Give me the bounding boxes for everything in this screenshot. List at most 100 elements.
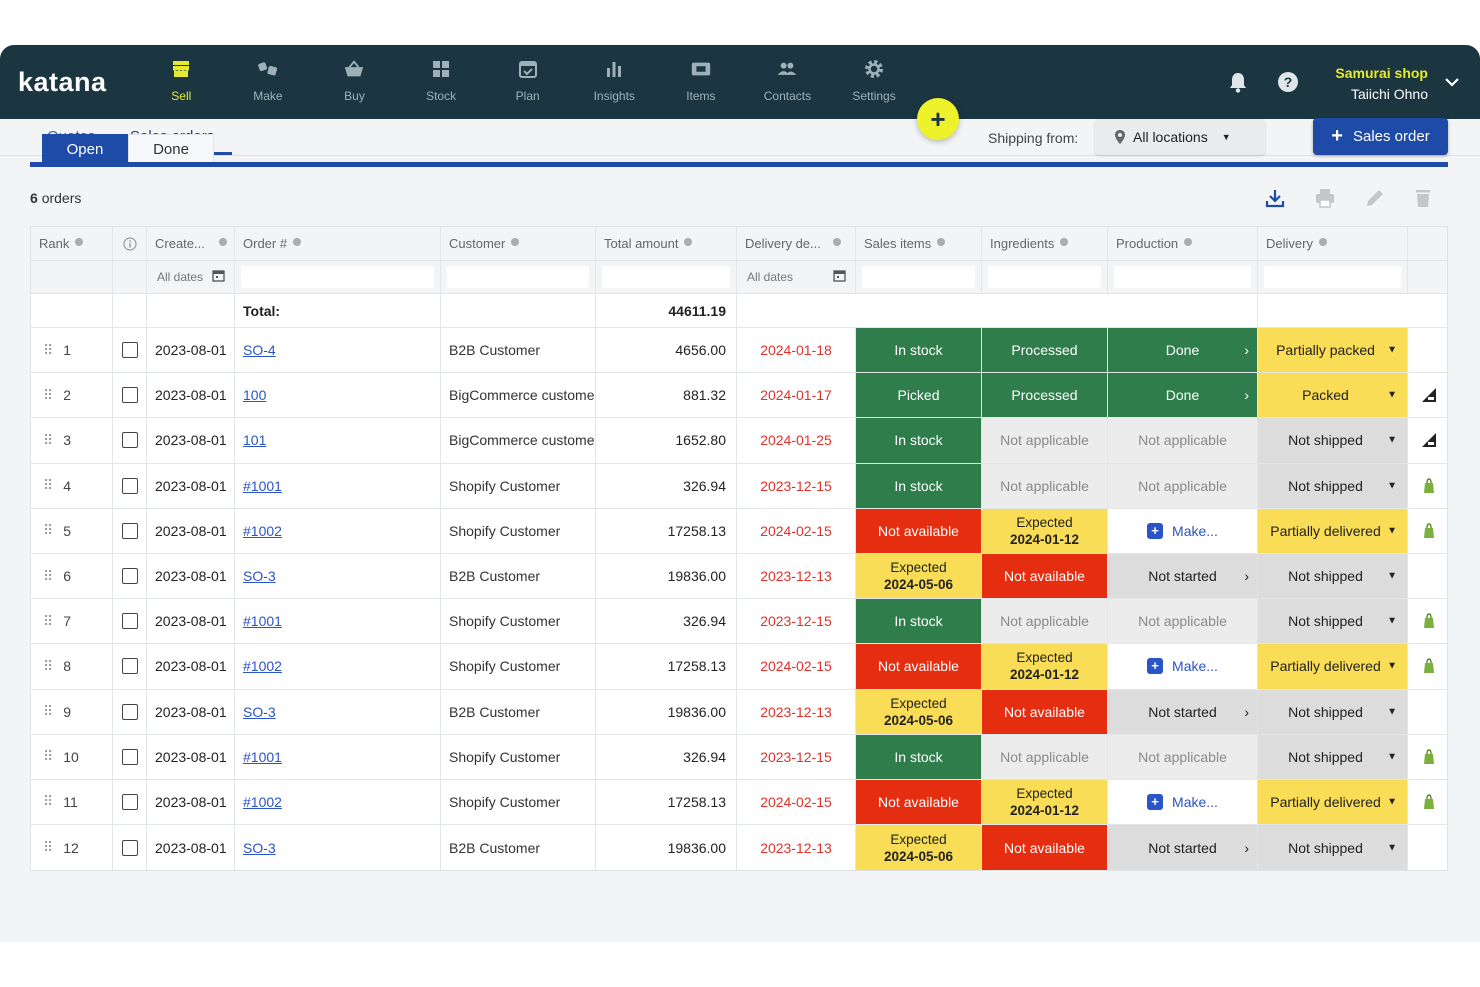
table-row[interactable]: ⠿ 11 2023-08-01 #1002 Shopify Customer 17258.…: [31, 779, 1447, 826]
column-header-sales-items[interactable]: Sales items: [856, 227, 982, 260]
delivery-status-dropdown[interactable]: Partially packed ▼: [1258, 328, 1408, 373]
table-row[interactable]: ⠿ 8 2023-08-01 #1002 Shopify Customer 17258.1…: [31, 644, 1447, 690]
drag-handle-icon[interactable]: ⠿: [43, 386, 53, 403]
filter-delivery-input[interactable]: [1264, 266, 1401, 288]
filter-production-input[interactable]: [1114, 266, 1251, 288]
print-icon[interactable]: [1314, 187, 1336, 214]
edit-icon[interactable]: [1364, 187, 1386, 214]
order-link[interactable]: SO-4: [235, 328, 441, 373]
drag-handle-icon[interactable]: ⠿: [43, 341, 53, 358]
drag-handle-icon[interactable]: ⠿: [43, 839, 53, 856]
column-header-delivery-date[interactable]: Delivery de...: [737, 227, 856, 260]
order-link[interactable]: #1001: [235, 599, 441, 644]
filter-total[interactable]: [596, 261, 737, 293]
production-status[interactable]: Not started ›: [1108, 553, 1258, 599]
location-select[interactable]: All locations ▼: [1095, 119, 1265, 155]
nav-item-insights[interactable]: Insights: [571, 45, 658, 119]
filter-created[interactable]: All dates: [147, 261, 235, 293]
nav-item-settings[interactable]: Settings: [831, 45, 918, 119]
segment-done[interactable]: Done: [128, 134, 214, 164]
row-checkbox[interactable]: [121, 387, 138, 404]
production-status[interactable]: + Make...: [1108, 508, 1258, 553]
segment-open[interactable]: Open: [42, 134, 128, 164]
order-link[interactable]: SO-3: [235, 689, 441, 734]
row-checkbox[interactable]: [121, 613, 138, 630]
order-link[interactable]: #1001: [235, 734, 441, 779]
nav-item-sell[interactable]: Sell: [138, 45, 225, 119]
table-row[interactable]: ⠿ 3 2023-08-01 101 BigCommerce customer 1652.…: [31, 418, 1447, 464]
delivery-status-dropdown[interactable]: Partially delivered ▼: [1258, 508, 1408, 553]
rank-cell[interactable]: ⠿ 11: [31, 779, 113, 825]
drag-handle-icon[interactable]: ⠿: [43, 567, 53, 584]
delivery-status-dropdown[interactable]: Not shipped ▼: [1258, 825, 1408, 871]
order-link[interactable]: #1002: [235, 644, 441, 689]
table-row[interactable]: ⠿ 2 2023-08-01 100 BigCommerce customer 881.3…: [31, 373, 1447, 419]
column-header-production[interactable]: Production: [1108, 227, 1258, 260]
production-status[interactable]: + Make...: [1108, 644, 1258, 689]
filter-delivery-date[interactable]: All dates: [737, 261, 856, 293]
filter-sales-items[interactable]: [856, 261, 982, 293]
column-header-customer[interactable]: Customer: [441, 227, 596, 260]
drag-handle-icon[interactable]: ⠿: [43, 657, 53, 674]
production-status[interactable]: Not started ›: [1108, 825, 1258, 871]
filter-total-input[interactable]: [602, 266, 730, 288]
row-checkbox[interactable]: [121, 793, 138, 810]
order-link[interactable]: 100: [235, 373, 441, 418]
table-row[interactable]: ⠿ 6 2023-08-01 SO-3 B2B Customer 19836.00 2023…: [31, 553, 1447, 600]
nav-item-stock[interactable]: Stock: [398, 45, 485, 119]
bell-icon[interactable]: [1228, 71, 1248, 98]
drag-handle-icon[interactable]: ⠿: [43, 477, 53, 494]
drag-handle-icon[interactable]: ⠿: [43, 703, 53, 720]
row-checkbox[interactable]: [121, 568, 138, 585]
filter-ingredients-input[interactable]: [988, 266, 1101, 288]
production-status[interactable]: Done ›: [1108, 373, 1258, 418]
row-checkbox[interactable]: [121, 839, 138, 856]
row-checkbox[interactable]: [121, 432, 138, 449]
delivery-status-dropdown[interactable]: Not shipped ▼: [1258, 734, 1408, 779]
drag-handle-icon[interactable]: ⠿: [43, 522, 53, 539]
order-link[interactable]: 101: [235, 418, 441, 463]
production-status[interactable]: Not started ›: [1108, 689, 1258, 734]
katana-logo[interactable]: katana: [18, 67, 107, 97]
rank-cell[interactable]: ⠿ 3: [31, 418, 113, 463]
table-row[interactable]: ⠿ 4 2023-08-01 #1001 Shopify Customer 326.94 2…: [31, 463, 1447, 509]
filter-customer[interactable]: [441, 261, 596, 293]
rank-cell[interactable]: ⠿ 2: [31, 373, 113, 418]
row-checkbox[interactable]: [121, 748, 138, 765]
production-status[interactable]: Done ›: [1108, 328, 1258, 373]
filter-order-input[interactable]: [241, 266, 434, 288]
table-row[interactable]: ⠿ 7 2023-08-01 #1001 Shopify Customer 326.94 2…: [31, 599, 1447, 645]
drag-handle-icon[interactable]: ⠿: [43, 431, 53, 448]
filter-sales-input[interactable]: [862, 266, 975, 288]
rank-cell[interactable]: ⠿ 6: [31, 553, 113, 599]
production-status[interactable]: + Make...: [1108, 779, 1258, 825]
table-row[interactable]: ⠿ 5 2023-08-01 #1002 Shopify Customer 17258.1…: [31, 508, 1447, 554]
download-icon[interactable]: [1264, 187, 1286, 214]
order-link[interactable]: #1002: [235, 779, 441, 825]
rank-cell[interactable]: ⠿ 10: [31, 734, 113, 779]
add-sales-order-button[interactable]: + Sales order: [1313, 118, 1448, 155]
order-link[interactable]: SO-3: [235, 825, 441, 871]
filter-production[interactable]: [1108, 261, 1258, 293]
order-link[interactable]: #1002: [235, 508, 441, 553]
row-checkbox[interactable]: [121, 477, 138, 494]
delivery-status-dropdown[interactable]: Not shipped ▼: [1258, 418, 1408, 463]
delivery-status-dropdown[interactable]: Packed ▼: [1258, 373, 1408, 418]
quick-add-button[interactable]: +: [917, 98, 959, 140]
row-checkbox[interactable]: [121, 703, 138, 720]
filter-order[interactable]: [235, 261, 441, 293]
rank-cell[interactable]: ⠿ 7: [31, 599, 113, 644]
delete-icon[interactable]: [1412, 187, 1434, 214]
rank-cell[interactable]: ⠿ 1: [31, 328, 113, 373]
column-header-ingredients[interactable]: Ingredients: [982, 227, 1108, 260]
row-checkbox[interactable]: [121, 522, 138, 539]
column-header-order[interactable]: Order #: [235, 227, 441, 260]
nav-item-contacts[interactable]: Contacts: [744, 45, 831, 119]
rank-cell[interactable]: ⠿ 8: [31, 644, 113, 689]
delivery-status-dropdown[interactable]: Not shipped ▼: [1258, 689, 1408, 734]
filter-customer-input[interactable]: [447, 266, 589, 288]
table-row[interactable]: ⠿ 12 2023-08-01 SO-3 B2B Customer 19836.00 202…: [31, 825, 1447, 871]
nav-item-items[interactable]: Items: [658, 45, 745, 119]
column-header-delivery[interactable]: Delivery: [1258, 227, 1408, 260]
table-row[interactable]: ⠿ 10 2023-08-01 #1001 Shopify Customer 326.94…: [31, 734, 1447, 780]
